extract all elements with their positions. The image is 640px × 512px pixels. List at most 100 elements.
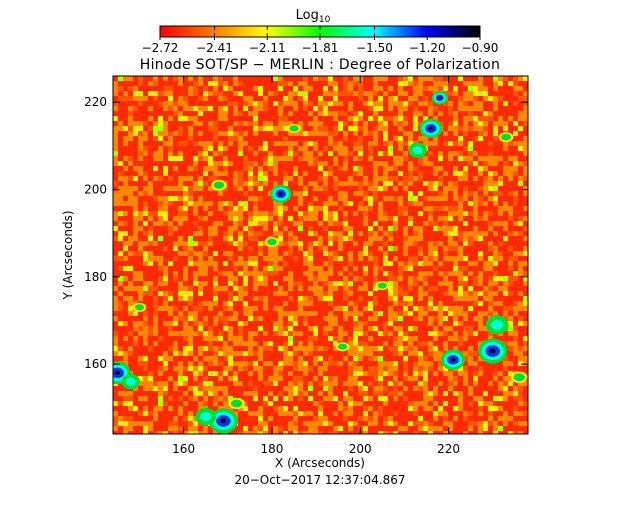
map-cell — [238, 111, 243, 116]
map-cell — [508, 266, 513, 271]
map-cell — [253, 276, 258, 281]
map-cell — [403, 76, 408, 81]
map-cell — [198, 186, 203, 191]
map-cell — [483, 261, 488, 266]
map-cell — [173, 226, 178, 231]
map-cell — [393, 311, 398, 316]
map-cell — [248, 341, 253, 346]
map-cell — [463, 81, 468, 86]
map-cell — [343, 166, 348, 171]
map-cell — [253, 271, 258, 276]
map-cell — [308, 426, 313, 431]
map-cell — [253, 296, 258, 301]
map-cell — [273, 266, 278, 271]
map-cell — [523, 321, 528, 326]
map-cell — [348, 411, 353, 416]
map-cell — [113, 256, 118, 261]
polarization-feature — [500, 133, 511, 141]
map-cell — [223, 341, 228, 346]
map-cell — [378, 76, 383, 81]
map-cell — [368, 406, 373, 411]
map-cell — [218, 171, 223, 176]
map-cell — [143, 281, 148, 286]
map-cell — [498, 301, 503, 306]
map-cell — [138, 276, 143, 281]
map-cell — [383, 216, 388, 221]
map-cell — [443, 341, 448, 346]
map-cell — [163, 291, 168, 296]
map-cell — [448, 181, 453, 186]
map-cell — [113, 341, 118, 346]
map-cell — [433, 401, 438, 406]
map-cell — [218, 346, 223, 351]
map-cell — [178, 151, 183, 156]
map-cell — [403, 246, 408, 251]
map-cell — [423, 196, 428, 201]
map-cell — [438, 316, 443, 321]
map-cell — [258, 106, 263, 111]
map-cell — [358, 321, 363, 326]
map-cell — [178, 351, 183, 356]
map-cell — [278, 121, 283, 126]
map-cell — [398, 206, 403, 211]
map-cell — [248, 361, 253, 366]
map-cell — [143, 326, 148, 331]
map-cell — [523, 306, 528, 311]
map-cell — [143, 221, 148, 226]
map-cell — [473, 176, 478, 181]
map-cell — [203, 251, 208, 256]
map-cell — [163, 221, 168, 226]
map-cell — [253, 111, 258, 116]
map-cell — [433, 81, 438, 86]
map-cell — [393, 421, 398, 426]
map-cell — [408, 176, 413, 181]
map-cell — [333, 231, 338, 236]
map-cell — [478, 371, 483, 376]
map-cell — [273, 366, 278, 371]
map-cell — [133, 386, 138, 391]
map-cell — [523, 276, 528, 281]
map-cell — [413, 336, 418, 341]
map-cell — [288, 381, 293, 386]
map-cell — [368, 336, 373, 341]
map-cell — [478, 281, 483, 286]
map-cell — [383, 176, 388, 181]
map-cell — [228, 141, 233, 146]
map-cell — [363, 216, 368, 221]
map-cell — [128, 96, 133, 101]
map-cell — [508, 361, 513, 366]
x-tick-label: 200 — [349, 442, 372, 456]
map-cell — [453, 166, 458, 171]
map-cell — [118, 256, 123, 261]
map-cell — [178, 101, 183, 106]
map-cell — [318, 431, 323, 434]
map-cell — [248, 121, 253, 126]
map-cell — [313, 356, 318, 361]
map-cell — [308, 366, 313, 371]
map-cell — [303, 101, 308, 106]
map-cell — [313, 231, 318, 236]
map-cell — [208, 336, 213, 341]
map-cell — [288, 151, 293, 156]
map-cell — [168, 421, 173, 426]
map-cell — [408, 261, 413, 266]
map-cell — [213, 301, 218, 306]
map-cell — [273, 256, 278, 261]
map-cell — [323, 76, 328, 81]
map-cell — [448, 106, 453, 111]
map-cell — [198, 96, 203, 101]
map-cell — [273, 246, 278, 251]
map-cell — [133, 321, 138, 326]
map-cell — [473, 101, 478, 106]
map-cell — [213, 126, 218, 131]
map-cell — [268, 271, 273, 276]
map-cell — [518, 321, 523, 326]
map-cell — [358, 156, 363, 161]
map-cell — [133, 301, 138, 306]
map-cell — [303, 141, 308, 146]
map-cell — [398, 291, 403, 296]
map-cell — [168, 146, 173, 151]
map-cell — [158, 401, 163, 406]
map-cell — [163, 301, 168, 306]
map-cell — [393, 411, 398, 416]
